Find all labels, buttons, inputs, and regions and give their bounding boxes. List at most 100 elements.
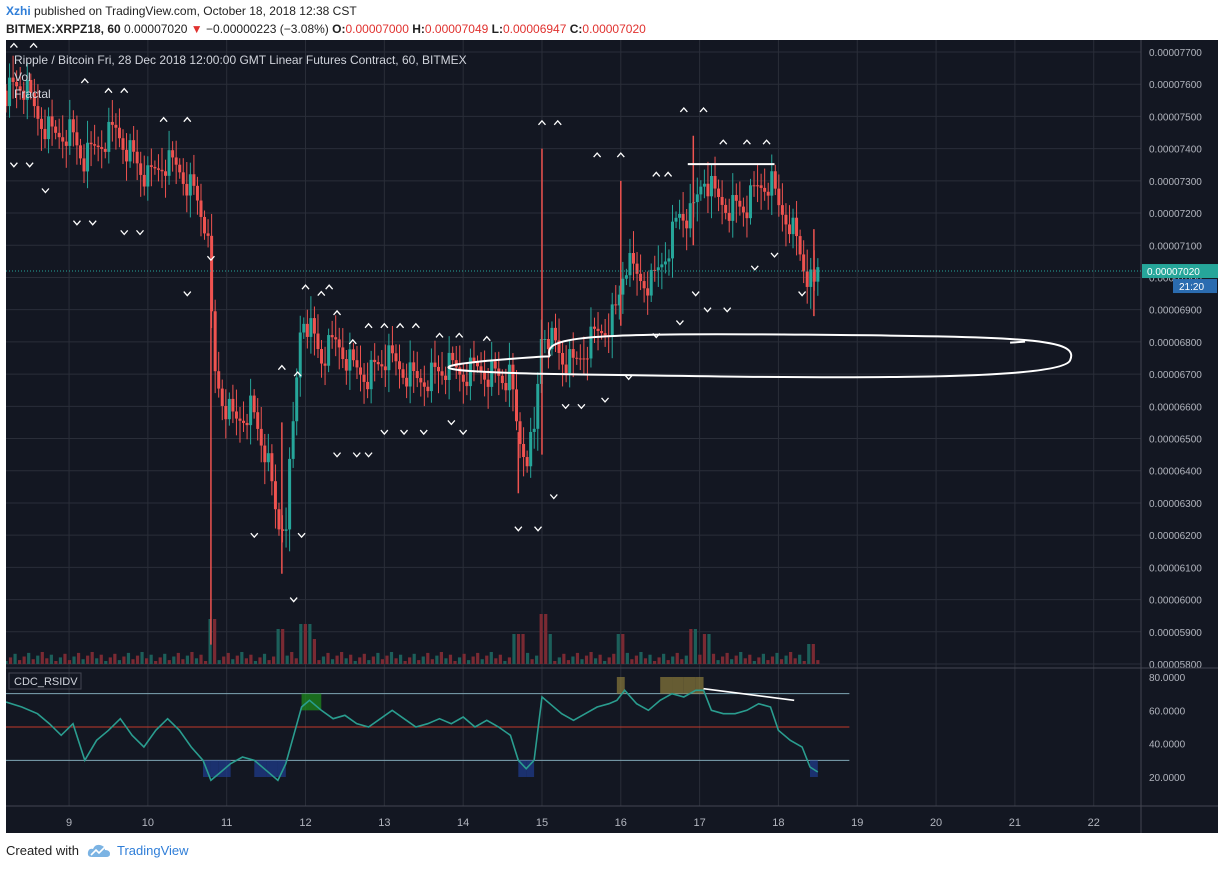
volume-bar <box>562 653 566 664</box>
volume-bar <box>539 614 543 664</box>
volume-bar <box>222 656 226 664</box>
volume-bar <box>308 624 312 664</box>
candle-body <box>532 428 536 432</box>
volume-bar <box>662 653 666 664</box>
volume-bar <box>557 657 561 664</box>
fractal-down-icon <box>289 597 298 603</box>
candle-body <box>15 81 19 87</box>
candle-body <box>617 294 621 306</box>
fractal-up-icon <box>719 139 728 145</box>
volume-bar <box>417 660 421 664</box>
footer: Created with TradingView <box>6 843 189 858</box>
candle-body <box>437 366 441 372</box>
candle-body <box>259 428 263 446</box>
price-chart[interactable]: 9 10 11 12 13 14 15 16 17 18 19 20 21 22 0.00007700 0.0… <box>4 40 1218 833</box>
volume-bar <box>457 657 462 664</box>
volume-bar <box>589 652 593 664</box>
candle-body <box>401 369 405 378</box>
volume-bar <box>616 634 620 664</box>
candle-body <box>125 149 129 162</box>
volume-bar <box>739 652 743 664</box>
fractal-down-icon <box>577 403 586 410</box>
tradingview-link[interactable]: TradingView <box>116 843 189 858</box>
x-tick-label: 12 <box>299 817 311 829</box>
candle-body <box>153 166 157 169</box>
rsi-name-box <box>8 672 82 690</box>
volume-bar <box>371 656 375 664</box>
x-tick-label: 14 <box>457 817 469 829</box>
volume-bar <box>154 661 158 664</box>
candle-body <box>656 267 660 271</box>
volume-bar <box>321 656 326 664</box>
candle-body <box>139 163 143 175</box>
candle-body <box>22 90 26 100</box>
candle-body <box>745 212 749 219</box>
volume-bar <box>185 655 190 664</box>
x-tick-label: 18 <box>772 817 784 829</box>
volume-bar <box>258 657 262 664</box>
fractal-up-icon <box>325 284 334 290</box>
volume-bar <box>108 657 112 664</box>
candle-body <box>780 205 784 215</box>
x-tick-label: 13 <box>378 817 390 829</box>
tradingview-cloud-icon[interactable] <box>87 844 111 858</box>
price-change: −0.00000223 (−3.08%) <box>206 22 329 36</box>
candle-body <box>107 121 111 152</box>
y-tick-label: 0.00007500 <box>1149 112 1202 123</box>
volume-bar <box>625 652 629 664</box>
candle-body <box>234 411 238 419</box>
candle-body <box>585 358 589 360</box>
volume-bar <box>290 652 294 664</box>
high-label: H: <box>412 22 425 36</box>
candle-body <box>195 185 199 201</box>
volume-bar <box>190 652 194 664</box>
rsi-overbought-fill <box>309 693 322 711</box>
x-tick-label: 15 <box>536 817 548 829</box>
fractal-up-icon <box>104 87 113 94</box>
volume-bar <box>793 658 797 664</box>
author-name[interactable]: Xzhi <box>6 4 31 18</box>
rsi-indicator-name: CDC_RSIDV <box>14 676 78 688</box>
candle-body <box>359 367 363 375</box>
volume-bar <box>27 652 31 664</box>
candle-body <box>784 214 788 225</box>
fractal-up-icon <box>679 106 688 113</box>
fractal-up-icon <box>301 284 310 290</box>
candle-body <box>249 395 253 426</box>
candle-body <box>394 353 398 362</box>
volume-bar <box>816 660 820 664</box>
volume-bar <box>235 655 239 664</box>
fractal-down-icon <box>364 452 373 458</box>
volume-bar <box>544 614 548 664</box>
volume-bar <box>72 656 76 664</box>
candle-body <box>227 398 231 420</box>
rsi-high-fill <box>695 677 704 694</box>
volume-bar <box>698 654 702 664</box>
fractal-up-icon <box>29 42 38 48</box>
candle-body <box>320 348 324 364</box>
chart-area[interactable]: 9 10 11 12 13 14 15 16 17 18 19 20 21 22 0.00007700 0.0… <box>4 40 1218 833</box>
candle-body <box>312 318 316 334</box>
candle-body <box>188 174 192 196</box>
candle-body <box>486 379 490 387</box>
support-zone-tail <box>1009 340 1026 344</box>
rsi-y-tick-label: 40.0000 <box>1149 740 1186 751</box>
volume-bar <box>421 656 425 664</box>
candle-body <box>642 281 646 289</box>
volume-bar <box>253 661 258 664</box>
candle-body <box>132 140 136 152</box>
fractal-up-icon <box>333 309 342 316</box>
candle-body <box>596 328 600 331</box>
candle-body <box>185 183 189 196</box>
candle-body <box>220 388 224 406</box>
volume-bar <box>485 655 489 664</box>
fractal-down-icon <box>88 220 97 226</box>
fractal-up-icon <box>762 139 771 145</box>
volume-bar <box>521 634 525 664</box>
candle-body <box>242 420 246 423</box>
candle-body <box>483 372 487 380</box>
volume-bar <box>571 656 575 664</box>
open-value: 0.00007000 <box>345 22 409 36</box>
volume-bar <box>249 654 253 664</box>
volume-bar <box>330 659 335 664</box>
